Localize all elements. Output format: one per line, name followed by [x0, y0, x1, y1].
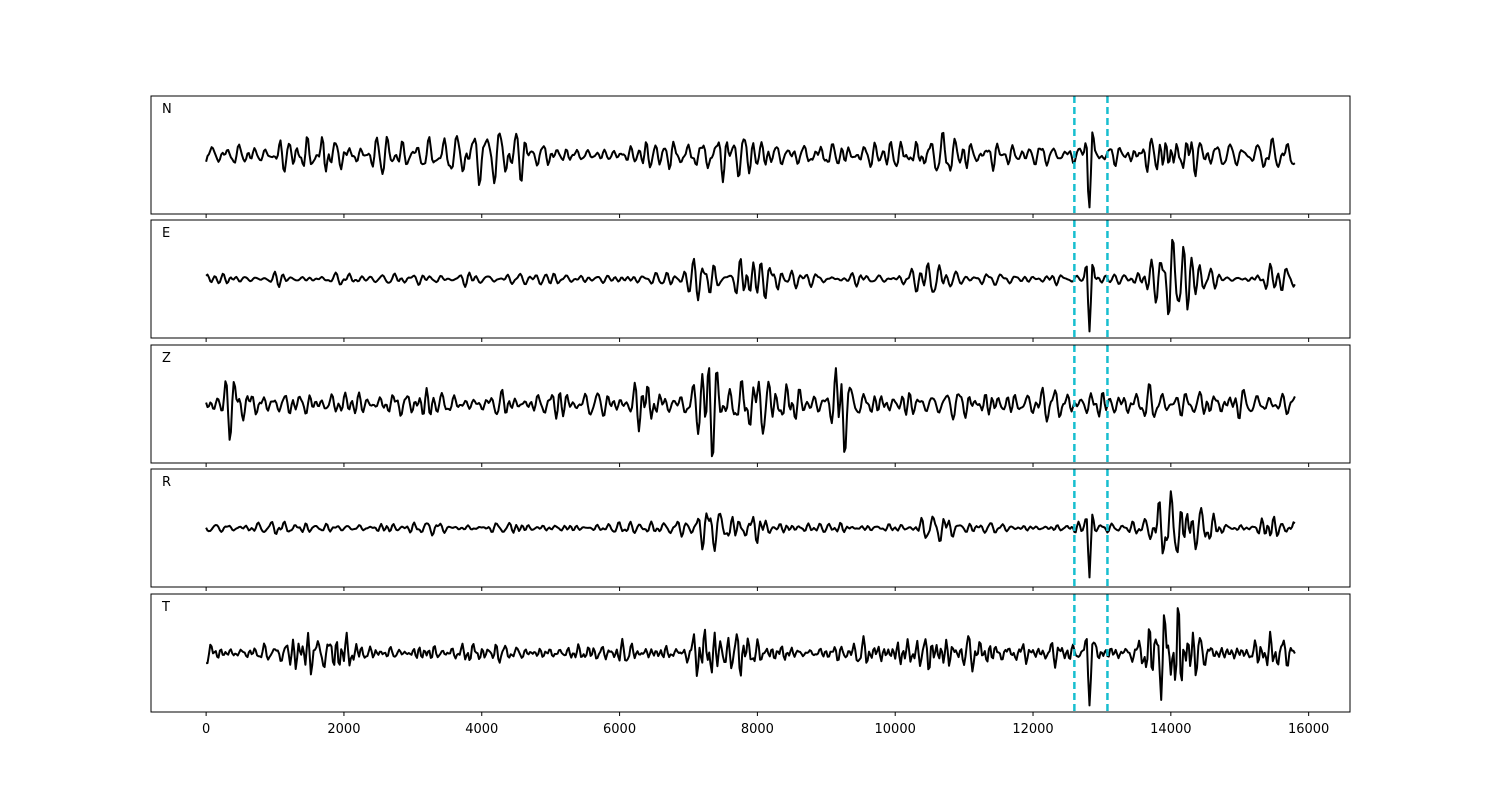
panel-label: Z	[162, 351, 171, 366]
x-tick-label: 12000	[1012, 722, 1053, 737]
x-tick-label: 8000	[741, 722, 774, 737]
trace-r	[205, 490, 1296, 579]
panel-n: N	[150, 95, 1351, 218]
panel-label: T	[161, 600, 170, 615]
x-tick-label: 4000	[465, 722, 498, 737]
panel-z: Z	[150, 344, 1351, 467]
x-tick-label: 0	[202, 722, 210, 737]
panel-frame	[150, 468, 1351, 588]
panel-t: T	[150, 593, 1351, 716]
trace-e	[205, 238, 1296, 333]
x-tick-label: 14000	[1150, 722, 1191, 737]
trace-n	[205, 131, 1296, 209]
panel-label: R	[162, 475, 171, 490]
x-tick-label: 10000	[875, 722, 916, 737]
panel-frame	[150, 344, 1351, 464]
panel-frame	[150, 593, 1351, 713]
x-tick-label: 2000	[327, 722, 360, 737]
panel-frame	[150, 219, 1351, 339]
panel-r: R	[150, 468, 1351, 591]
panel-e: E	[150, 219, 1351, 342]
x-tick-label: 6000	[603, 722, 636, 737]
panel-label: N	[162, 102, 172, 117]
x-tick-label: 16000	[1288, 722, 1329, 737]
panel-frame	[150, 95, 1351, 215]
trace-z	[205, 367, 1296, 458]
trace-t	[206, 607, 1296, 707]
panel-label: E	[162, 226, 170, 241]
